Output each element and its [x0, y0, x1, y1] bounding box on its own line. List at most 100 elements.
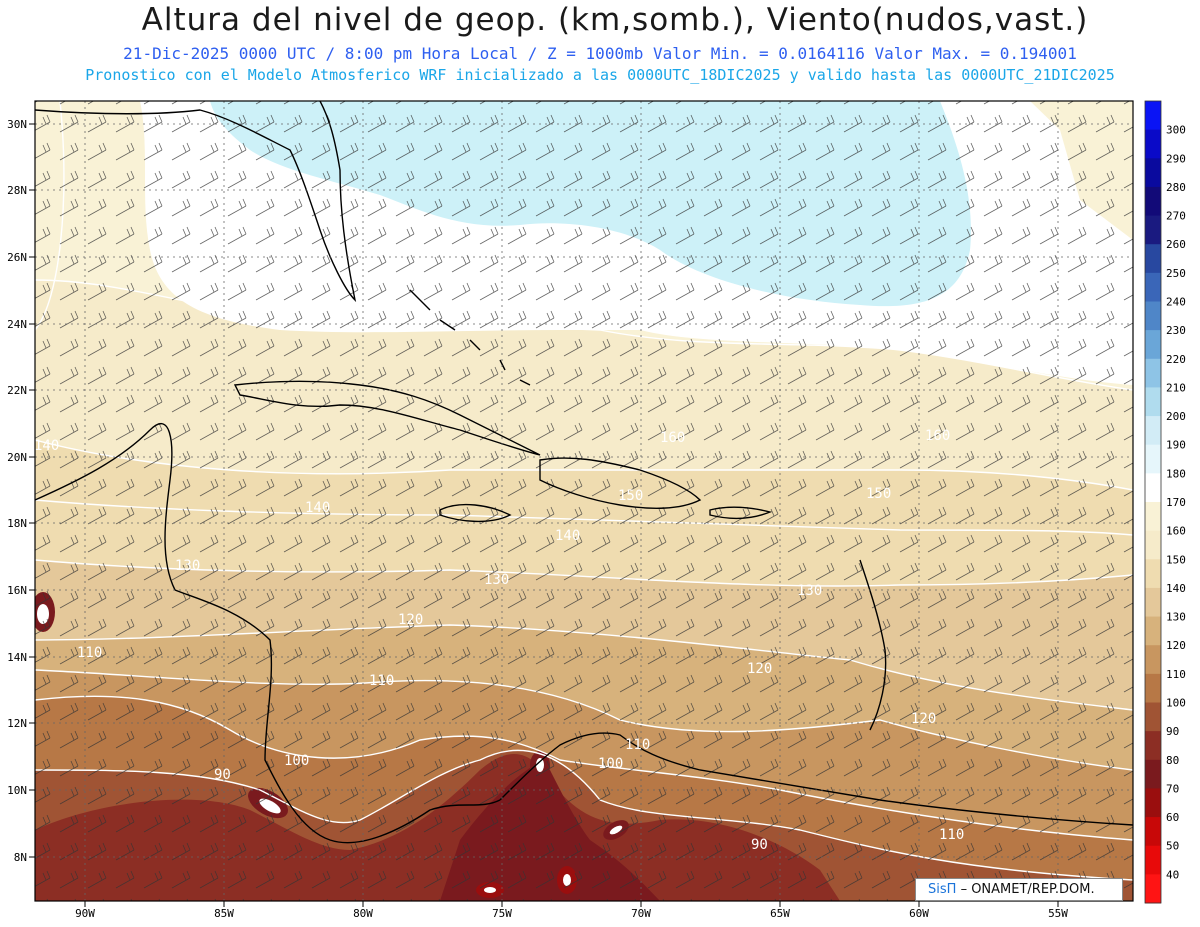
lon-label: 80W: [353, 907, 373, 920]
colorbar-swatch: [1145, 673, 1161, 703]
lon-label: 55W: [1048, 907, 1068, 920]
contour-label: 150: [866, 486, 891, 502]
contour-label: 110: [939, 827, 964, 843]
credit-box: SisΠ – ONAMET/REP.DOM.: [915, 878, 1123, 901]
lat-label: 10N: [7, 784, 27, 797]
contour-label: 130: [484, 572, 509, 588]
colorbar-swatch: [1145, 788, 1161, 818]
colorbar-swatch: [1145, 502, 1161, 532]
colorbar-label: 40: [1166, 868, 1179, 881]
colorbar-swatch: [1145, 473, 1161, 503]
valid-time-line: 21-Dic-2025 0000 UTC / 8:00 pm Hora Loca…: [123, 44, 1077, 63]
contour-label: 110: [77, 645, 102, 661]
colorbar-swatch: [1145, 530, 1161, 560]
colorbar-swatch: [1145, 358, 1161, 388]
colorbar-label: 270: [1166, 210, 1186, 223]
map-title: Altura del nivel de geop. (km,somb.), Vi…: [141, 2, 1089, 38]
colorbar-label: 210: [1166, 381, 1186, 394]
lon-label: 70W: [631, 907, 651, 920]
colorbar-label: 170: [1166, 496, 1186, 509]
colorbar-swatch: [1145, 731, 1161, 761]
colorbar-swatch: [1145, 101, 1161, 131]
contour-label: 120: [911, 711, 936, 727]
colorbar-swatch: [1145, 330, 1161, 360]
credit-text: – ONAMET/REP.DOM.: [960, 882, 1095, 897]
lon-label: 85W: [214, 907, 234, 920]
colorbar-label: 260: [1166, 238, 1186, 251]
contour-label: 100: [284, 753, 309, 769]
contour-label: 90: [214, 767, 231, 783]
colorbar-swatch: [1145, 215, 1161, 245]
colorbar-swatch: [1145, 587, 1161, 618]
colorbar-label: 130: [1166, 611, 1186, 624]
contour-label: 90: [751, 837, 768, 853]
colorbar-swatch: [1145, 616, 1161, 646]
colorbar-swatch: [1145, 158, 1161, 188]
colorbar-swatch: [1145, 759, 1161, 789]
contour-label: 130: [175, 558, 200, 574]
sispi-logo: SisΠ: [928, 882, 957, 897]
colorbar-label: 110: [1166, 668, 1186, 681]
colorbar-label: 70: [1166, 782, 1179, 795]
contour-label: 160: [660, 430, 685, 446]
colorbar-label: 150: [1166, 553, 1186, 566]
model-info-line: Pronostico con el Modelo Atmosferico WRF…: [85, 66, 1115, 84]
lat-label: 22N: [7, 384, 27, 397]
lat-label: 24N: [7, 318, 27, 331]
colorbar-swatch: [1145, 645, 1161, 675]
colorbar: 300 290 280 270 260 250 240 230 220 210 200 190 180 1…: [1144, 100, 1186, 904]
colorbar-label: 160: [1166, 525, 1186, 538]
colorbar-swatch: [1145, 186, 1161, 217]
lat-label: 28N: [7, 184, 27, 197]
colorbar-label: 250: [1166, 267, 1186, 280]
colorbar-label: 120: [1166, 639, 1186, 652]
colorbar-swatch: [1145, 817, 1161, 847]
lat-label: 12N: [7, 717, 27, 730]
colorbar-swatch: [1145, 845, 1161, 875]
colorbar-label: 200: [1166, 410, 1186, 423]
colorbar-label: 50: [1166, 840, 1179, 853]
colorbar-label: 290: [1166, 152, 1186, 165]
colorbar-swatch: [1145, 444, 1161, 474]
contour-label: 140: [305, 500, 330, 516]
colorbar-swatch: [1145, 129, 1161, 159]
colorbar-swatch: [1145, 416, 1161, 446]
colorbar-frame: [1144, 100, 1162, 904]
colorbar-label: 100: [1166, 697, 1186, 710]
colorbar-swatch: [1145, 244, 1161, 274]
colorbar-label: 90: [1166, 725, 1179, 738]
lat-label: 30N: [7, 118, 27, 131]
grid-lines: [35, 101, 1133, 901]
contour-label: 100: [598, 756, 623, 772]
colorbar-swatch: [1145, 387, 1161, 417]
contour-label: 120: [398, 612, 423, 628]
lon-label: 90W: [75, 907, 95, 920]
colorbar-label: 280: [1166, 181, 1186, 194]
colorbar-label: 240: [1166, 296, 1186, 309]
colorbar-label: 180: [1166, 467, 1186, 480]
contour-label: 140: [555, 528, 580, 544]
colorbar-label: 190: [1166, 439, 1186, 452]
contour-label: 120: [747, 661, 772, 677]
longitude-labels: 90W 85W 80W 75W 70W 65W 60W 55W: [75, 907, 1068, 920]
wind-barbs: [35, 101, 1133, 901]
lat-label: 8N: [14, 851, 27, 864]
lat-label: 26N: [7, 251, 27, 264]
colorbar-label: 230: [1166, 324, 1186, 337]
contour-label: 130: [797, 583, 822, 599]
lat-label: 20N: [7, 451, 27, 464]
map-frame: [34, 100, 1134, 902]
colorbar-label: 80: [1166, 754, 1179, 767]
contour-label: 150: [618, 488, 643, 504]
coastlines: [35, 101, 1133, 844]
axis-ticks: [29, 123, 1059, 907]
colorbar-label: 60: [1166, 811, 1179, 824]
colorbar-swatch: [1145, 272, 1161, 302]
lon-label: 65W: [770, 907, 790, 920]
lon-label: 75W: [492, 907, 512, 920]
colorbar-swatch: [1145, 559, 1161, 589]
lat-label: 16N: [7, 584, 27, 597]
colorbar-label: 220: [1166, 353, 1186, 366]
colorbar-label: 140: [1166, 582, 1186, 595]
